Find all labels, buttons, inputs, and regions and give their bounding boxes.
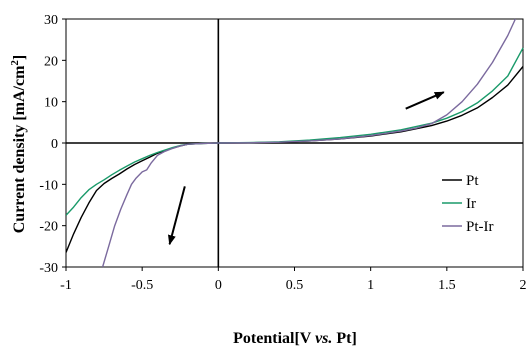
y-axis-title-part-3: ] <box>11 55 28 60</box>
y-tick-label: 10 <box>44 96 58 111</box>
x-tick-label: 1.5 <box>438 278 456 293</box>
x-axis-title-part-3: Pt] <box>332 330 356 347</box>
y-axis-title-part-1: Current density [mA/cm <box>11 65 28 233</box>
direction-arrow <box>168 186 186 246</box>
y-tick-label: 0 <box>51 137 58 152</box>
direction-arrow <box>405 91 445 110</box>
legend-label-2: Pt-Ir <box>466 219 494 235</box>
legend: Pt Ir Pt-Ir <box>442 173 494 235</box>
series-line-1 <box>66 47 524 216</box>
legend-label-1: Ir <box>466 196 476 212</box>
y-tick-label: -20 <box>39 220 58 235</box>
x-tick-label: -1 <box>60 278 72 293</box>
series-layer <box>66 18 524 268</box>
annotation-layer <box>168 91 445 246</box>
x-tick-label: 2 <box>520 278 526 293</box>
axes-layer <box>66 19 523 267</box>
y-tick-label: 20 <box>44 54 58 69</box>
series-line-2 <box>101 18 517 268</box>
ticks-layer: -1 -0.5 0 0.5 1 1.5 2 -30 -20 -10 0 10 20 30 <box>39 13 526 293</box>
x-tick-label: 0 <box>215 278 222 293</box>
y-axis-title-superscript: 2 <box>9 60 21 66</box>
series-line-0 <box>66 66 524 253</box>
x-axis-title: Potential[V vs. Pt] <box>233 330 357 347</box>
x-tick-label: -0.5 <box>131 278 153 293</box>
y-tick-label: -10 <box>39 178 58 193</box>
y-tick-label: 30 <box>44 13 58 28</box>
x-tick-label: 1 <box>367 278 374 293</box>
x-axis-title-italic: vs. <box>315 330 332 347</box>
y-axis-title: Current density [mA/cm2] <box>9 55 28 234</box>
x-tick-label: 0.5 <box>286 278 304 293</box>
y-tick-label: -30 <box>39 261 58 276</box>
x-axis-title-part-1: Potential[V <box>233 330 315 347</box>
legend-label-0: Pt <box>466 173 479 189</box>
